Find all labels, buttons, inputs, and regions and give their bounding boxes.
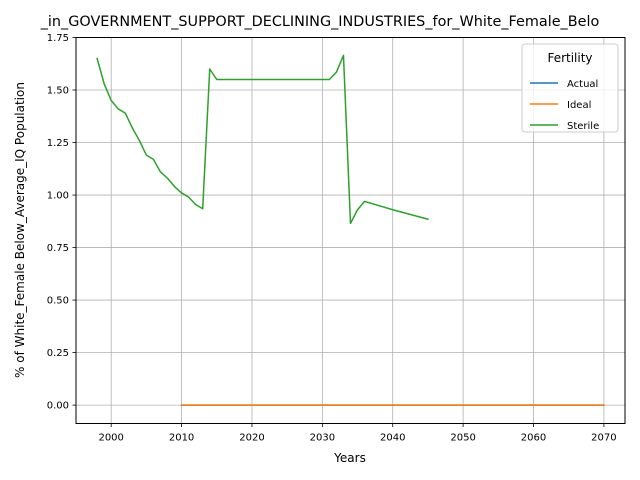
y-tick-label: 1.75 <box>47 33 69 44</box>
y-tick-label: 0.75 <box>47 243 69 254</box>
legend-label-ideal: Ideal <box>567 100 591 111</box>
x-axis-label: Years <box>333 451 366 465</box>
series-line-sterile <box>96 54 429 225</box>
legend-box <box>521 43 619 133</box>
y-tick-label: 0.00 <box>47 401 69 412</box>
y-tick-label: 0.50 <box>47 296 69 307</box>
grid-lines <box>76 37 625 424</box>
x-tick-label: 2070 <box>591 433 616 444</box>
legend-title: Fertility <box>547 51 592 65</box>
y-tick-label: 0.25 <box>47 348 69 359</box>
legend: Fertility Actual Ideal Sterile <box>521 43 619 133</box>
x-tick-label: 2050 <box>450 433 475 444</box>
legend-label-actual: Actual <box>567 79 598 90</box>
x-tick-label: 2060 <box>521 433 546 444</box>
y-tick-label: 1.50 <box>47 86 69 97</box>
y-ticks: 0.00 0.25 0.50 0.75 1.00 1.25 1.50 1.75 <box>47 33 76 412</box>
y-tick-label: 1.00 <box>47 191 69 202</box>
chart-title: _in_GOVERNMENT_SUPPORT_DECLINING_INDUSTR… <box>40 14 600 30</box>
legend-label-sterile: Sterile <box>567 121 599 132</box>
plot-frame <box>75 37 626 424</box>
x-ticks: 2000 2010 2020 2030 2040 2050 2060 2070 <box>98 423 617 444</box>
x-tick-label: 2040 <box>380 433 405 444</box>
y-tick-label: 1.25 <box>47 138 69 149</box>
x-tick-label: 2030 <box>310 433 335 444</box>
y-axis-label: % of White_Female Below_Average_IQ Popul… <box>13 82 27 378</box>
plot-lines <box>96 54 605 406</box>
x-tick-label: 2010 <box>169 433 194 444</box>
x-tick-label: 2020 <box>239 433 264 444</box>
x-tick-label: 2000 <box>98 433 123 444</box>
